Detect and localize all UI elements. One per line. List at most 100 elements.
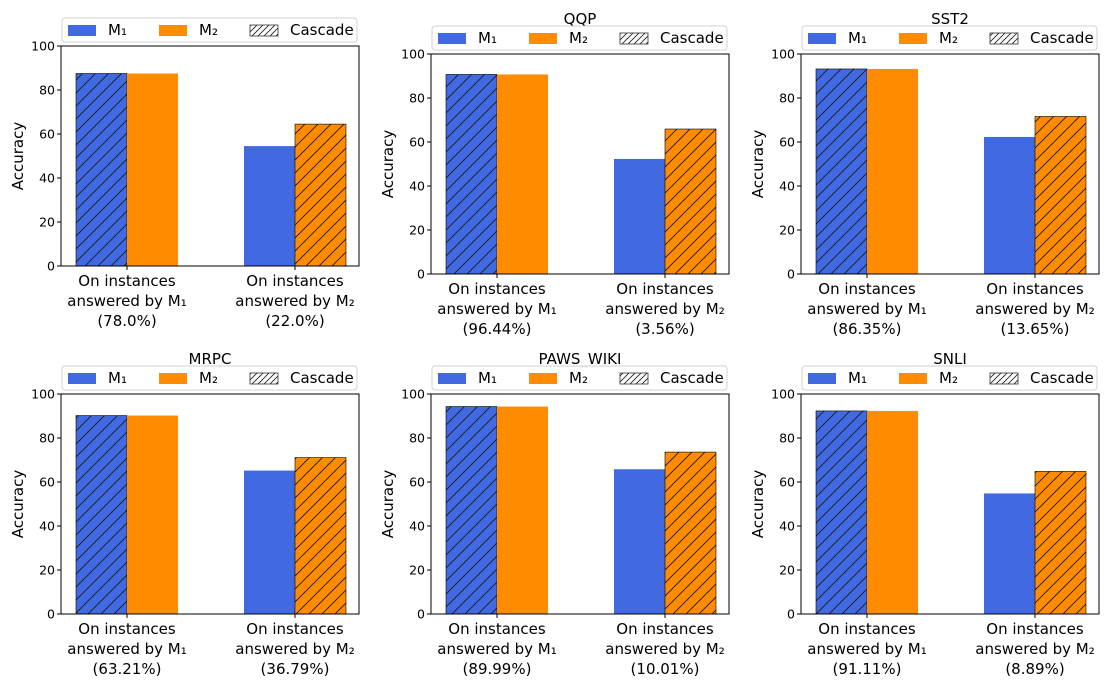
chart-panel-5: PAWS_WIKI On instances answered by M₁ (89.9… (379, 350, 730, 678)
plot-frame (430, 53, 730, 275)
legend-label-1: M₁ (848, 369, 867, 387)
legend-swatch-1 (438, 33, 466, 44)
legend-swatch-2 (529, 33, 557, 44)
x-tick-label: On instances (448, 620, 546, 638)
plot-frame (430, 393, 730, 615)
bar-m2-group-1 (867, 410, 918, 614)
x-tick-label: answered by M₂ (605, 300, 725, 318)
chart-panel-3: SST2 On instances answered by M₁ (86.35%) On… (749, 10, 1100, 338)
cascade-hatch-group-1 (75, 73, 128, 267)
x-tick-label: answered by M₁ (437, 640, 557, 658)
legend-label-1: M₁ (478, 369, 497, 387)
legend-label-3: Cascade (1030, 369, 1094, 387)
x-tick-label: answered by M₂ (975, 300, 1095, 318)
cascade-hatch-group-1 (75, 415, 128, 615)
y-axis-label: Accuracy (9, 470, 27, 539)
legend-label-1: M₁ (108, 21, 127, 39)
chart-title: QQP (564, 10, 597, 28)
x-tick-label: On instances (78, 620, 176, 638)
legend-swatch-2 (899, 373, 927, 384)
cascade-hatch-group-2 (1034, 116, 1087, 275)
cascade-hatch-group-2 (294, 457, 347, 615)
bar-m2-group-1 (127, 73, 178, 266)
legend-swatch-3 (249, 24, 279, 37)
legend-swatch-1 (808, 33, 836, 44)
legend-label-1: M₁ (108, 369, 127, 387)
x-tick-label: (63.21%) (93, 660, 162, 678)
y-tick-label: 0 (787, 607, 795, 622)
x-tick-label: (78.0%) (97, 312, 156, 330)
y-tick-label: 80 (409, 91, 425, 106)
legend-box (801, 365, 1098, 391)
legend-swatch-3 (989, 32, 1019, 45)
y-axis-label: Accuracy (749, 470, 767, 539)
y-tick-label: 0 (787, 267, 795, 282)
x-tick-label: answered by M₁ (437, 300, 557, 318)
bar-m1-group-2 (984, 136, 1035, 274)
y-tick-label: 40 (779, 519, 795, 534)
x-tick-label: (22.0%) (265, 312, 324, 330)
legend-label-2: M₂ (939, 369, 958, 387)
plot-frame (60, 393, 360, 615)
y-tick-label: 100 (771, 387, 795, 402)
x-tick-label: On instances (986, 280, 1084, 298)
legend-label-3: Cascade (660, 369, 724, 387)
legend-label-3: Cascade (1030, 29, 1094, 47)
y-tick-label: 60 (779, 475, 795, 490)
bar-m2-group-1 (497, 406, 548, 614)
y-tick-label: 100 (31, 39, 55, 54)
y-tick-label: 100 (401, 387, 425, 402)
y-tick-label: 20 (409, 563, 425, 578)
y-tick-label: 60 (409, 135, 425, 150)
x-tick-label: On instances (78, 272, 176, 290)
legend-swatch-3 (619, 32, 649, 45)
y-tick-label: 80 (779, 91, 795, 106)
x-tick-label: On instances (986, 620, 1084, 638)
plot-frame (800, 393, 1100, 615)
cascade-hatch-group-1 (815, 410, 868, 615)
bar-m2-group-1 (497, 74, 548, 275)
x-tick-label: (8.89%) (1005, 660, 1064, 678)
legend-box (801, 25, 1098, 51)
legend-swatch-3 (619, 372, 649, 385)
x-tick-label: (36.79%) (261, 660, 330, 678)
y-axis-label: Accuracy (749, 130, 767, 199)
legend-swatch-2 (899, 33, 927, 44)
x-tick-label: On instances (616, 620, 714, 638)
legend-label-2: M₂ (569, 29, 588, 47)
legend: M₁ M₂ Cascade (61, 17, 358, 43)
x-tick-label: answered by M₁ (807, 640, 927, 658)
x-tick-label: (96.44%) (463, 320, 532, 338)
legend-swatch-2 (159, 25, 187, 36)
legend-label-2: M₂ (199, 369, 218, 387)
legend-swatch-2 (529, 373, 557, 384)
legend-label-2: M₂ (199, 21, 218, 39)
y-tick-label: 60 (779, 135, 795, 150)
x-tick-label: answered by M₁ (807, 300, 927, 318)
cascade-hatch-group-1 (445, 406, 498, 615)
legend-label-3: Cascade (290, 21, 354, 39)
x-tick-label: answered by M₂ (235, 292, 355, 310)
y-tick-label: 80 (409, 431, 425, 446)
y-tick-label: 100 (31, 387, 55, 402)
cascade-hatch-group-2 (294, 123, 347, 267)
chart-title: SST2 (931, 10, 969, 28)
x-tick-label: On instances (616, 280, 714, 298)
y-tick-label: 40 (39, 519, 55, 534)
y-tick-label: 20 (409, 223, 425, 238)
legend-label-2: M₂ (569, 369, 588, 387)
x-tick-label: (10.01%) (631, 660, 700, 678)
legend-box (61, 365, 358, 391)
bar-m2-group-1 (127, 415, 178, 614)
legend: M₁ M₂ Cascade (801, 25, 1098, 51)
chart-panel-4: MRPC On instances answered by M₁ (63.21%) On… (9, 350, 360, 678)
legend-box (431, 25, 728, 51)
chart-title: PAWS_WIKI (539, 350, 622, 369)
y-tick-label: 20 (39, 563, 55, 578)
legend: M₁ M₂ Cascade (431, 25, 728, 51)
cascade-hatch-group-2 (1034, 471, 1087, 615)
chart-title: SNLI (933, 350, 967, 368)
bar-m1-group-2 (614, 469, 665, 614)
x-tick-label: answered by M₂ (605, 640, 725, 658)
bar-m1-group-2 (614, 158, 665, 274)
